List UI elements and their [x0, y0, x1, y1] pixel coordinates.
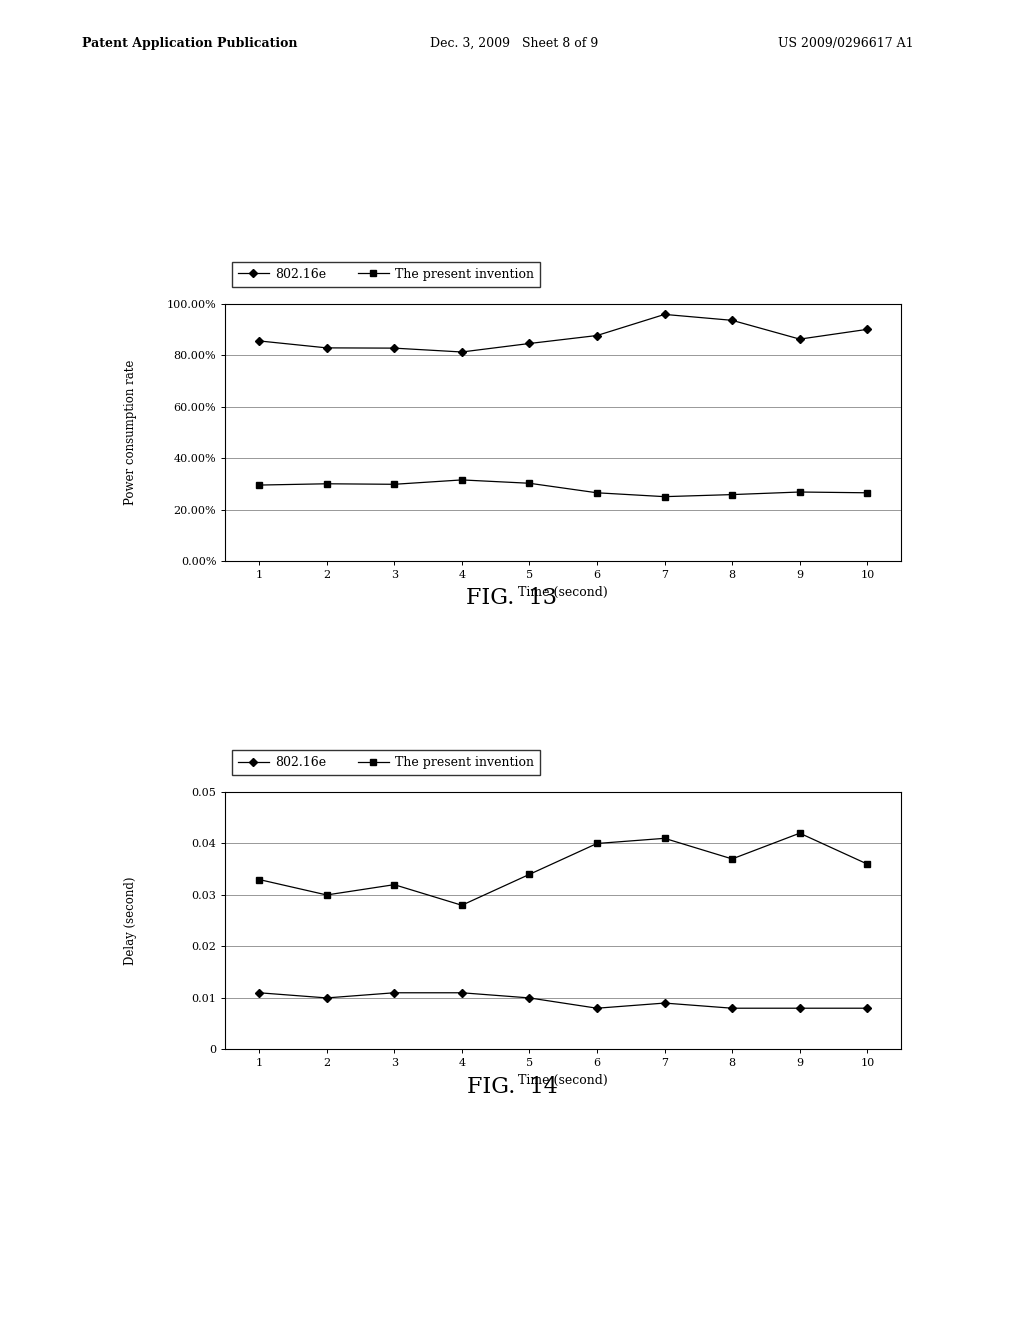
Text: FIG.  14: FIG. 14	[467, 1076, 557, 1098]
Legend: 802.16e, The present invention: 802.16e, The present invention	[231, 750, 541, 775]
Y-axis label: Power consumption rate: Power consumption rate	[125, 359, 137, 506]
Text: Dec. 3, 2009   Sheet 8 of 9: Dec. 3, 2009 Sheet 8 of 9	[430, 37, 598, 50]
Legend: 802.16e, The present invention: 802.16e, The present invention	[231, 261, 541, 286]
Text: FIG.  13: FIG. 13	[467, 587, 557, 610]
Text: US 2009/0296617 A1: US 2009/0296617 A1	[778, 37, 913, 50]
X-axis label: Time (second): Time (second)	[518, 586, 608, 598]
X-axis label: Time (second): Time (second)	[518, 1074, 608, 1086]
Text: Patent Application Publication: Patent Application Publication	[82, 37, 297, 50]
Y-axis label: Delay (second): Delay (second)	[125, 876, 137, 965]
